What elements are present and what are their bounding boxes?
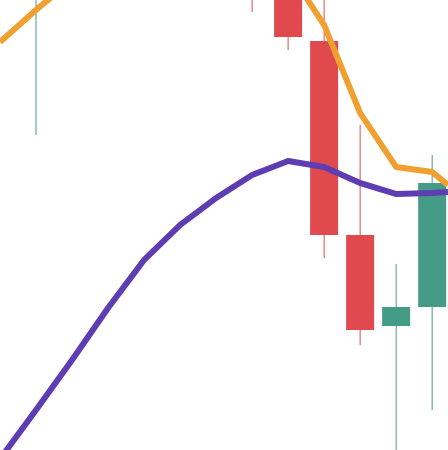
candle-body: [274, 0, 303, 37]
candle-body: [346, 235, 375, 330]
candle-body: [310, 41, 339, 235]
moving-average-line: [2, 158, 448, 450]
candle-body: [418, 183, 447, 307]
moving-average-line: [0, 0, 448, 188]
candle-body: [382, 307, 411, 326]
